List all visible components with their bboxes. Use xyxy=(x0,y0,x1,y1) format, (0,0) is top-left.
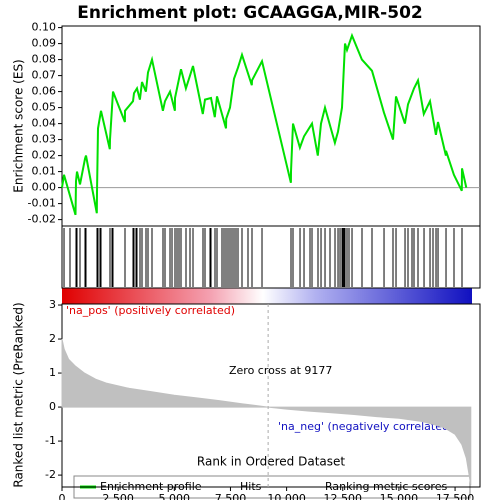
enrichment-line xyxy=(61,32,468,216)
x-tick-label: 17,500 xyxy=(436,492,475,500)
x-tick-label: 5,000 xyxy=(159,492,191,500)
y-tick-label: 0.10 xyxy=(32,21,57,34)
y-tick-label: 0.04 xyxy=(32,117,57,130)
y-axis-label: Ranked list metric (PreRanked) xyxy=(12,302,26,487)
x-tick-label: 7,500 xyxy=(215,492,247,500)
x-tick-label: 12,500 xyxy=(324,492,363,500)
y-tick-label: 0.06 xyxy=(32,85,57,98)
metric-area xyxy=(61,338,472,486)
y-tick-label: 0.00 xyxy=(32,181,57,194)
x-tick-label: 0 xyxy=(59,492,66,500)
y-tick-label: -0.01 xyxy=(28,197,56,210)
x-tick-label: 2,500 xyxy=(102,492,134,500)
x-tick-label: 10,000 xyxy=(267,492,306,500)
annotation: 'na_pos' (positively correlated) xyxy=(66,304,235,317)
y-tick-label: 0.08 xyxy=(32,53,57,66)
plot-frame xyxy=(61,225,481,289)
y-axis-label: Enrichment score (ES) xyxy=(12,59,26,192)
plot-frame xyxy=(61,25,481,227)
y-tick-label: 0.03 xyxy=(32,133,57,146)
color-bar xyxy=(62,288,472,304)
annotation: 'na_neg' (negatively correlated) xyxy=(278,420,453,433)
y-tick-label: 1 xyxy=(49,366,56,379)
chart-title: Enrichment plot: GCAAGGA,MIR-502 xyxy=(77,3,422,23)
y-tick-label: 0 xyxy=(49,400,56,413)
y-tick-label: -0.02 xyxy=(28,213,56,226)
y-tick-label: 0.09 xyxy=(32,37,57,50)
y-tick-label: 3 xyxy=(49,298,56,311)
y-tick-label: -2 xyxy=(45,468,56,481)
x-axis-label: Rank in Ordered Dataset xyxy=(197,455,345,469)
y-tick-label: 0.05 xyxy=(32,101,57,114)
y-tick-label: 0.02 xyxy=(32,149,57,162)
y-tick-label: 0.07 xyxy=(32,69,57,82)
y-tick-label: -1 xyxy=(45,434,56,447)
y-tick-label: 2 xyxy=(49,332,56,345)
annotation: Zero cross at 9177 xyxy=(229,364,332,377)
y-tick-label: 0.01 xyxy=(32,165,57,178)
x-tick-label: 15,000 xyxy=(380,492,419,500)
